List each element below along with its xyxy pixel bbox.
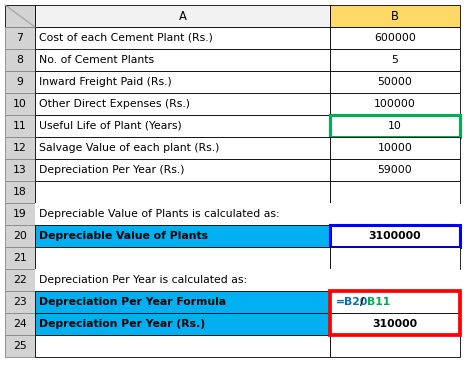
- Bar: [5, 115, 35, 137]
- Bar: [330, 5, 460, 27]
- Text: A: A: [179, 10, 187, 23]
- Bar: [329, 246, 331, 249]
- Text: 13: 13: [13, 165, 27, 175]
- Bar: [5, 203, 35, 225]
- Text: 25: 25: [13, 341, 27, 351]
- Text: 12: 12: [13, 143, 27, 153]
- Text: B11: B11: [367, 297, 390, 307]
- Bar: [459, 223, 462, 227]
- Bar: [5, 181, 35, 203]
- Bar: [330, 71, 460, 93]
- Bar: [35, 27, 330, 49]
- Bar: [330, 115, 460, 137]
- Bar: [329, 223, 331, 227]
- Bar: [330, 225, 460, 247]
- Bar: [35, 335, 330, 357]
- Bar: [35, 181, 330, 203]
- Bar: [459, 135, 462, 138]
- Bar: [35, 313, 330, 335]
- Text: Depreciable Value of Plants is calculated as:: Depreciable Value of Plants is calculate…: [39, 209, 280, 219]
- Bar: [330, 137, 460, 159]
- Text: Useful Life of Plant (Years): Useful Life of Plant (Years): [39, 121, 182, 131]
- Text: 21: 21: [13, 253, 27, 263]
- Text: 19: 19: [13, 209, 27, 219]
- Text: 600000: 600000: [374, 33, 416, 43]
- Text: 7: 7: [16, 33, 24, 43]
- Text: 59000: 59000: [377, 165, 412, 175]
- Bar: [5, 335, 35, 357]
- Text: 9: 9: [16, 77, 24, 87]
- Bar: [5, 225, 35, 247]
- Bar: [35, 159, 330, 181]
- Text: Depreciation Per Year Formula: Depreciation Per Year Formula: [39, 297, 226, 307]
- Text: 20: 20: [13, 231, 27, 241]
- Text: No. of Cement Plants: No. of Cement Plants: [39, 55, 154, 65]
- Bar: [330, 291, 460, 335]
- Bar: [35, 93, 330, 115]
- Text: /: /: [360, 297, 364, 307]
- Bar: [330, 27, 460, 49]
- Bar: [35, 247, 330, 269]
- Bar: [329, 135, 331, 138]
- Bar: [330, 93, 460, 115]
- Text: 50000: 50000: [377, 77, 413, 87]
- Text: =B20: =B20: [336, 297, 368, 307]
- Text: 8: 8: [16, 55, 24, 65]
- Bar: [35, 291, 330, 313]
- Bar: [330, 115, 460, 137]
- Bar: [35, 137, 330, 159]
- Bar: [330, 181, 460, 203]
- Text: 23: 23: [13, 297, 27, 307]
- Text: 3100000: 3100000: [368, 231, 421, 241]
- Text: 5: 5: [392, 55, 399, 65]
- Bar: [330, 291, 460, 313]
- Bar: [5, 159, 35, 181]
- Text: 10000: 10000: [377, 143, 413, 153]
- Text: Salvage Value of each plant (Rs.): Salvage Value of each plant (Rs.): [39, 143, 219, 153]
- Text: 11: 11: [13, 121, 27, 131]
- Bar: [35, 49, 330, 71]
- Bar: [35, 115, 330, 137]
- Text: 310000: 310000: [372, 319, 417, 329]
- Text: B: B: [391, 10, 399, 23]
- Bar: [330, 225, 460, 247]
- Bar: [35, 269, 460, 291]
- Bar: [5, 5, 35, 27]
- Bar: [35, 203, 460, 225]
- Bar: [330, 247, 460, 269]
- Bar: [5, 27, 35, 49]
- Bar: [5, 269, 35, 291]
- Text: 10: 10: [13, 99, 27, 109]
- Text: Depreciation Per Year is calculated as:: Depreciation Per Year is calculated as:: [39, 275, 247, 285]
- Bar: [5, 71, 35, 93]
- Text: Inward Freight Paid (Rs.): Inward Freight Paid (Rs.): [39, 77, 172, 87]
- Text: 100000: 100000: [374, 99, 416, 109]
- Bar: [5, 313, 35, 335]
- Bar: [330, 313, 460, 335]
- Bar: [5, 93, 35, 115]
- Bar: [330, 49, 460, 71]
- Bar: [459, 246, 462, 249]
- Bar: [5, 247, 35, 269]
- Bar: [5, 137, 35, 159]
- Bar: [459, 114, 462, 116]
- Bar: [35, 71, 330, 93]
- Text: 10: 10: [388, 121, 402, 131]
- Bar: [329, 114, 331, 116]
- Bar: [35, 225, 330, 247]
- Bar: [5, 291, 35, 313]
- Bar: [35, 5, 330, 27]
- Text: 22: 22: [13, 275, 27, 285]
- Text: Depreciation Per Year (Rs.): Depreciation Per Year (Rs.): [39, 319, 205, 329]
- Text: Cost of each Cement Plant (Rs.): Cost of each Cement Plant (Rs.): [39, 33, 213, 43]
- Text: Depreciation Per Year (Rs.): Depreciation Per Year (Rs.): [39, 165, 185, 175]
- Text: Depreciable Value of Plants: Depreciable Value of Plants: [39, 231, 208, 241]
- Text: 18: 18: [13, 187, 27, 197]
- Text: Other Direct Expenses (Rs.): Other Direct Expenses (Rs.): [39, 99, 190, 109]
- Text: 24: 24: [13, 319, 27, 329]
- Bar: [330, 159, 460, 181]
- Bar: [330, 335, 460, 357]
- Bar: [5, 49, 35, 71]
